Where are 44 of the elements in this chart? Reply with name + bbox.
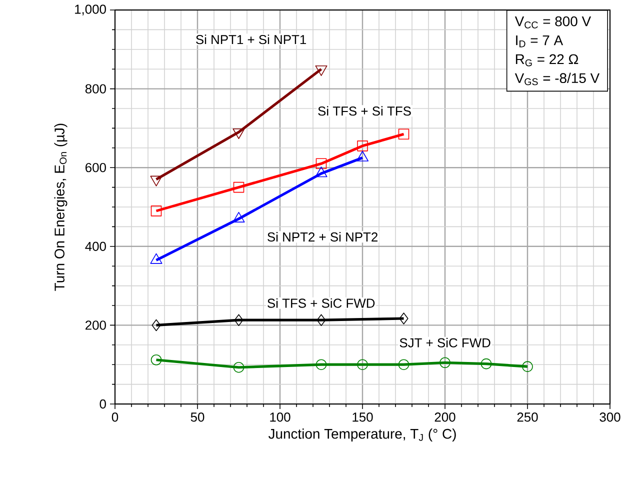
x-tick-label: 200 [434, 412, 456, 422]
y-axis-title: Turn On Energies, E$_{On}$ (µJ) [54, 124, 68, 291]
point [357, 359, 368, 370]
series-label: Si NPT2 + Si NPT2 [268, 232, 378, 242]
series-label: Si TFS + SiC FWD [268, 298, 375, 308]
x-tick-label: 150 [352, 412, 373, 422]
point [315, 65, 328, 76]
y-tick-label: 200 [86, 320, 106, 330]
point [357, 140, 368, 152]
point [152, 319, 161, 332]
x-tick-label: 250 [517, 412, 538, 422]
point [150, 354, 162, 366]
point [150, 206, 162, 216]
series-label: Si NPT1 + Si NPT1 [196, 34, 306, 44]
point [233, 182, 244, 193]
point [398, 359, 410, 370]
point [399, 312, 408, 324]
point [316, 158, 327, 170]
point [440, 357, 450, 368]
point [316, 314, 326, 326]
y-tick-label: 0 [100, 399, 106, 409]
point [480, 358, 492, 370]
y-tick-label: 800 [85, 84, 106, 94]
point [233, 362, 244, 373]
y-tick-label: 600 [86, 163, 106, 172]
x-tick-label: 300 [600, 412, 620, 422]
point [316, 359, 327, 370]
point [232, 128, 245, 140]
annotation: I$_{D}$ = 7 A [516, 35, 564, 48]
x-axis-title: Junction Temperature, T$_{J}$ (° C) [268, 428, 456, 442]
y-tick-label: 1,000 [75, 4, 106, 16]
annotation: V$_{GS}$ = -8/15 V [514, 72, 600, 86]
point [150, 176, 162, 186]
series-label: SJT + SiC FWD [400, 338, 490, 348]
x-tick-label: 0 [112, 412, 118, 422]
series-label: Si TFS + Si TFS [318, 106, 411, 116]
y-tick-label: 400 [85, 242, 106, 251]
annotation: R$_{G}$ = 22 Ω [516, 54, 578, 66]
point [398, 128, 410, 140]
x-tick-label: 50 [190, 412, 204, 422]
point [234, 314, 244, 326]
x-tick-label: 100 [270, 412, 290, 422]
annotation: V$_{CC}$ = 800 V [514, 16, 592, 28]
point [522, 361, 533, 372]
